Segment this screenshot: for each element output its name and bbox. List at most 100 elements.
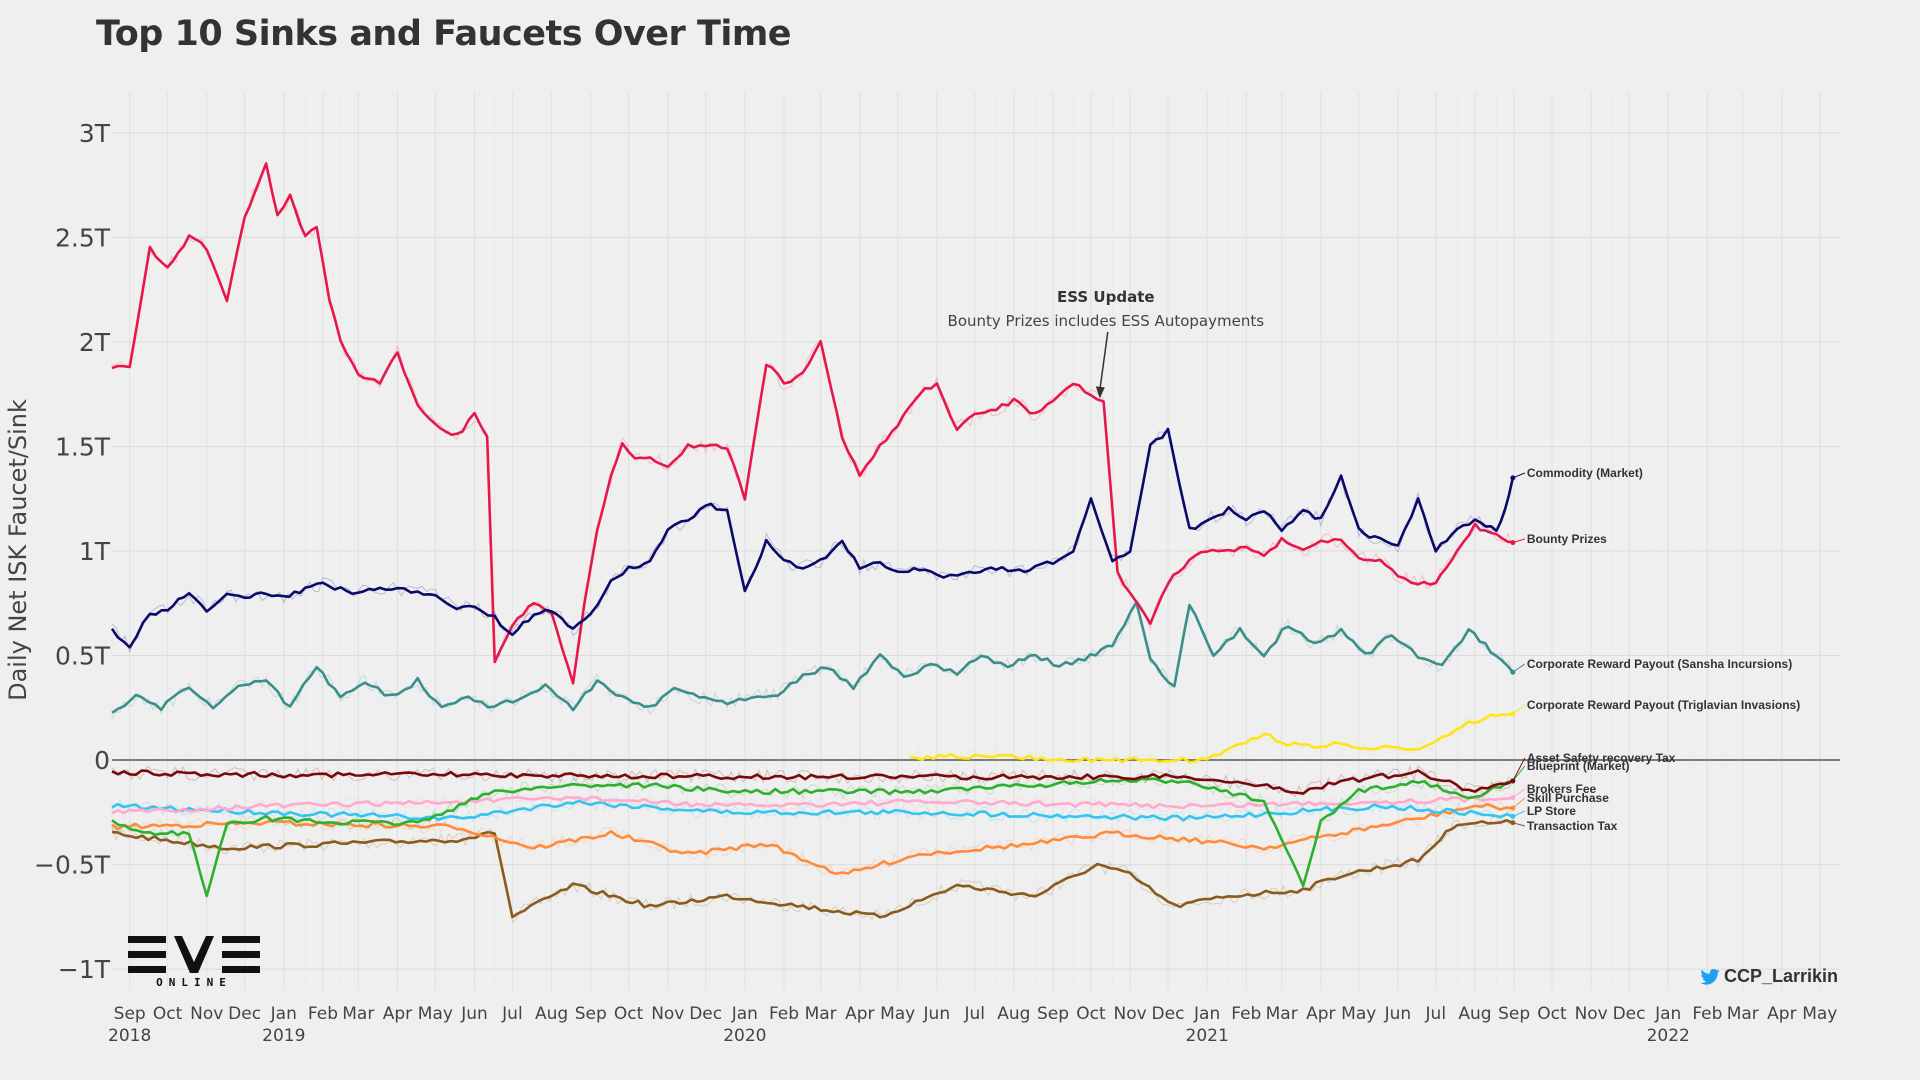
series-end-label: Commodity (Market) (1527, 466, 1643, 480)
series-end-label: Bounty Prizes (1527, 532, 1607, 546)
x-tick-label: Apr (1306, 1004, 1335, 1024)
x-tick-label: Mar (1727, 1004, 1759, 1024)
series-line (111, 795, 1514, 815)
series-noise-line (111, 800, 1514, 879)
x-tick-label: May (880, 1004, 915, 1024)
x-ticks: Sep Oct Nov Dec Jan Feb Mar Apr May Jun Jul Aug Sep O… (108, 1004, 1837, 1046)
x-tick-label: Apr (383, 1004, 412, 1024)
x-tick-label: Aug (535, 1004, 568, 1024)
y-tick-label: −0.5T (34, 851, 111, 880)
x-tick-label: Nov (1575, 1004, 1608, 1024)
annotation-text: Bounty Prizes includes ESS Autopayments (948, 312, 1265, 330)
series-noise-line (111, 599, 1514, 720)
series-end-point (1510, 669, 1516, 675)
x-tick-label: Aug (1458, 1004, 1491, 1024)
series-noise-line (111, 791, 1514, 820)
y-tick-label: 0 (94, 746, 110, 775)
series-end-label: Brokers Fee (1527, 782, 1597, 796)
x-tick-label: May (1802, 1004, 1837, 1024)
end-label-leader (1512, 704, 1526, 715)
x-tick-label: Sep (114, 1004, 146, 1024)
x-tick-label: Jul (963, 1004, 985, 1024)
series-end-point (1510, 778, 1516, 784)
series-end-point (1510, 540, 1516, 546)
end-label-leader (1512, 765, 1526, 782)
x-tick-label: Feb (769, 1004, 799, 1024)
x-tick-label: Mar (1266, 1004, 1298, 1024)
series-line (910, 712, 1513, 764)
series-noise-line (111, 430, 1514, 654)
series-noise-line (910, 709, 1514, 768)
series-line (111, 601, 1514, 714)
x-tick-label: Oct (153, 1004, 183, 1024)
grid (111, 92, 1840, 990)
annotation-arrow (1099, 331, 1109, 391)
chart-title: Top 10 Sinks and Faucets Over Time (96, 14, 792, 54)
x-tick-label: Oct (1076, 1004, 1106, 1024)
x-tick-label: Sep (1037, 1004, 1069, 1024)
x-tick-label: Dec (228, 1004, 261, 1024)
logo-subtext: ONLINE (156, 976, 232, 989)
series-end-point (1510, 795, 1516, 801)
x-tick-label: Feb (308, 1004, 338, 1024)
series-end-label: Blueprint (Market) (1527, 759, 1630, 773)
x-tick-label: Nov (1114, 1004, 1147, 1024)
series-noise-line (111, 163, 1514, 685)
x-year-label: 2020 (723, 1026, 766, 1046)
series-line (111, 162, 1514, 685)
series-end-point (1510, 475, 1516, 481)
y-tick-label: 0.5T (55, 642, 111, 671)
y-tick-label: 2T (79, 328, 111, 357)
x-tick-label: Apr (1767, 1004, 1796, 1024)
y-ticks: 3T 2.5T 2T 1.5T 1T 0.5T 0 −0.5T −1T (34, 119, 111, 984)
x-tick-label: Nov (651, 1004, 684, 1024)
x-tick-label: Feb (1231, 1004, 1261, 1024)
y-tick-label: 2.5T (55, 223, 111, 252)
x-tick-label: Mar (342, 1004, 374, 1024)
series-line (111, 769, 1514, 795)
x-tick-label: Aug (997, 1004, 1030, 1024)
x-tick-label: May (1341, 1004, 1376, 1024)
credit-handle: CCP_Larrikin (1723, 966, 1838, 986)
x-tick-label: Dec (1613, 1004, 1646, 1024)
x-tick-label: Jun (923, 1004, 951, 1024)
series-end-label: Asset Safety recovery Tax (1527, 751, 1676, 765)
series-line (111, 777, 1514, 898)
eve-online-logo: ONLINE (128, 936, 260, 989)
x-tick-label: Jun (460, 1004, 488, 1024)
annotation-title: ESS Update (1057, 288, 1155, 306)
series-end-point (1510, 820, 1516, 826)
x-tick-label: Dec (689, 1004, 722, 1024)
end-label-leader (1512, 797, 1526, 809)
series-end-label: Transaction Tax (1527, 819, 1618, 833)
end-label-leader (1512, 757, 1526, 782)
x-tick-label: Apr (845, 1004, 874, 1024)
twitter-credit[interactable]: CCP_Larrikin (1700, 966, 1838, 987)
series-end-point (1510, 813, 1516, 819)
annotation: ESS Update Bounty Prizes includes ESS Au… (948, 288, 1265, 399)
annotation-arrowhead (1095, 386, 1105, 399)
x-year-label: 2019 (262, 1026, 305, 1046)
x-tick-label: Jan (731, 1004, 758, 1024)
x-tick-label: Dec (1152, 1004, 1185, 1024)
x-tick-label: Mar (805, 1004, 837, 1024)
series-noise-line (111, 795, 1514, 826)
y-tick-label: 1.5T (55, 432, 111, 461)
y-tick-label: −1T (58, 955, 111, 984)
y-axis-label: Daily Net ISK Faucet/Sink (4, 399, 32, 701)
x-tick-label: Jul (501, 1004, 523, 1024)
series-line (110, 427, 1515, 649)
series-line (111, 799, 1514, 822)
x-tick-label: Nov (190, 1004, 223, 1024)
x-tick-label: Jul (1425, 1004, 1447, 1024)
x-tick-label: May (418, 1004, 453, 1024)
series-end-label: Skill Purchase (1527, 791, 1609, 805)
eve-logo-icon (128, 936, 260, 973)
series-group (110, 162, 1515, 924)
series-end-point (1510, 805, 1516, 811)
y-tick-label: 1T (79, 537, 111, 566)
y-tick-label: 3T (79, 119, 111, 148)
series-end-point (1510, 711, 1516, 717)
x-tick-label: Feb (1692, 1004, 1722, 1024)
